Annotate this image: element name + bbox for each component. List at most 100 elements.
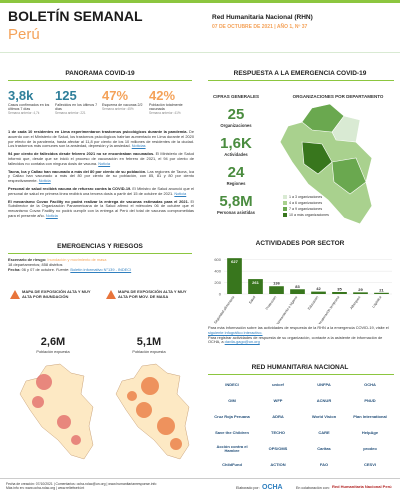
map-figure: 5,1M — [136, 336, 162, 348]
stat-previous: Semana anterior: 45% — [102, 107, 134, 112]
stat-label: Casos confirmados en los últimos 7 días — [8, 103, 50, 112]
label: Fuente: — [56, 266, 70, 272]
subsection-title: CIFRAS GENERALES — [212, 94, 259, 99]
label: Fecha: — [8, 266, 21, 272]
news-link[interactable]: Noticias — [131, 143, 146, 149]
value-label: 83 — [295, 284, 300, 289]
news-body: Las regiones de Tacna, Ica y Callao han … — [8, 168, 194, 184]
alert-icon — [106, 290, 116, 299]
stat-value: 47% — [102, 88, 129, 103]
x-tick-label: Salud — [248, 295, 256, 304]
value: 18 departamentos; 858 distritos — [8, 261, 63, 267]
stat-label: Fallecidos en los últimos 7 días — [55, 103, 98, 112]
alert-icon — [10, 290, 20, 299]
partner-logo: ACNUR — [316, 397, 332, 403]
partner-logo: World Vision — [311, 413, 337, 419]
y-tick-label: 200 — [214, 280, 221, 285]
news-lead: 94 por ciento de fallecidos desde febrer… — [8, 151, 155, 157]
org-map — [279, 103, 373, 225]
partner-logo: WFP — [273, 397, 283, 403]
partner-logo: Caritas — [317, 445, 331, 451]
exposure-area — [32, 396, 44, 408]
map-figure-label: Población expuesta — [36, 350, 70, 354]
partner-logo: CESVI — [363, 461, 376, 467]
header-country: Perú — [8, 26, 40, 43]
legend: 1 a 3 organizaciones 4 a 6 organizaciones… — [283, 194, 329, 218]
news-body: De acuerdo con el Ministerio de Salud, l… — [8, 129, 195, 149]
partner-logo: CARE — [318, 429, 330, 435]
news-link[interactable]: Noticia — [38, 178, 51, 184]
y-tick-label: 0 — [219, 291, 222, 296]
value-label: 42 — [316, 286, 321, 291]
footer-org: Red Humanitaria Nacional Perú — [332, 484, 392, 489]
figure-label: Actividades — [224, 152, 248, 157]
partner-logo: OIM — [228, 397, 236, 403]
note: Para más información sobre las actividad… — [208, 325, 389, 330]
stat: 47% Esquema de vacunas 2/2 Semana anterior… — [102, 88, 146, 111]
header-rule — [0, 52, 400, 53]
partner-logo: INDECI — [225, 381, 239, 387]
map — [19, 363, 94, 460]
news-link[interactable]: Noticia — [174, 190, 187, 196]
value: 06 y 07 de octubre. — [21, 266, 55, 272]
map-figure: 2,6M — [40, 336, 66, 348]
legend-label: 4 a 6 organizaciones — [289, 201, 323, 205]
top-stripe — [0, 0, 400, 3]
value-label: 35 — [337, 287, 342, 292]
value-label: 627 — [231, 259, 238, 264]
news-lead: 1 de cada 10 residentes en Lima experime… — [8, 129, 188, 134]
partner-logo: Save the Children — [215, 429, 249, 435]
exposure-area — [141, 377, 159, 395]
section-title: RED HUMANITARIA NACIONAL — [251, 364, 349, 371]
section-title: EMERGENCIAS Y RIESGOS — [57, 243, 143, 250]
subsection-title: ORGANIZACIONES POR DEPARTAMENTO — [292, 94, 384, 99]
news-item: 1 de cada 10 residentes en Lima experime… — [8, 129, 195, 149]
y-tick-label: 600 — [214, 257, 221, 262]
figure-value: 24 — [227, 164, 245, 181]
news-lead: Tacna, Ica y Callao han vacunado a más d… — [8, 168, 147, 174]
x-tick-label: Recuperación temprana — [316, 295, 340, 324]
partner-logo: TECHO — [271, 429, 285, 435]
stat-previous: Semana anterior: 4,7k — [8, 111, 40, 116]
map-title: MAPA DE EXPOSICIÓN ALTA Y MUY ALTA POR I… — [22, 289, 91, 299]
header-network: Red Humanitaria Nacional (RHN) — [212, 14, 313, 21]
footer-rule — [0, 478, 400, 479]
sector-chart: 0 200 400 600 627 Seguridad alimentaria 261 Sal… — [213, 257, 392, 324]
stat: 125 Fallecidos en los últimos 7 días Seman… — [55, 88, 99, 115]
x-tick-label: Albergues — [349, 295, 361, 310]
bar — [248, 279, 263, 294]
link[interactable]: davila-gago@un.org — [224, 339, 260, 345]
link[interactable]: siguiente infográfico interactivo. — [208, 329, 263, 335]
footer-org: OCHA — [262, 484, 283, 491]
partner-logo: ADRA — [272, 413, 284, 419]
note: Para registrar actividades de respuesta … — [208, 334, 383, 345]
partner-logo: Acción contra el Hambre — [216, 443, 248, 453]
bar — [269, 286, 284, 294]
source-link[interactable]: Boletín informativo N°139 - INDECI — [70, 266, 132, 272]
legend-swatch — [283, 207, 287, 211]
figure-label: Organizaciones — [220, 123, 252, 128]
legend-item: 1 a 3 organizaciones — [283, 194, 329, 200]
exposure-area — [57, 415, 71, 429]
section-rule — [208, 374, 394, 375]
value-label: 21 — [379, 287, 384, 292]
partner-logo: HelpAge — [361, 429, 379, 435]
news-link[interactable]: Noticia — [98, 160, 111, 166]
header-title: BOLETÍN SEMANAL — [8, 8, 143, 24]
stat-value: 125 — [55, 88, 77, 103]
value-label: 136 — [273, 281, 280, 286]
news-link[interactable]: Noticia — [45, 212, 58, 218]
news-lead: Personal de salud recibirá vacuna de ref… — [8, 185, 132, 191]
section-rule — [8, 80, 192, 81]
map-figure-label: Población expuesta — [132, 350, 166, 354]
figure-label: Personas asistidas — [217, 210, 255, 215]
country-shape — [19, 363, 94, 460]
exposure-area — [127, 391, 137, 401]
section-rule — [8, 253, 192, 254]
response-notes: Para más información sobre las actividad… — [208, 325, 394, 345]
stat-previous: Semana anterior: 41% — [149, 111, 181, 116]
value-label: 261 — [252, 280, 259, 285]
legend-label: 10 a más organizaciones — [289, 213, 329, 217]
legend-swatch — [283, 213, 287, 217]
